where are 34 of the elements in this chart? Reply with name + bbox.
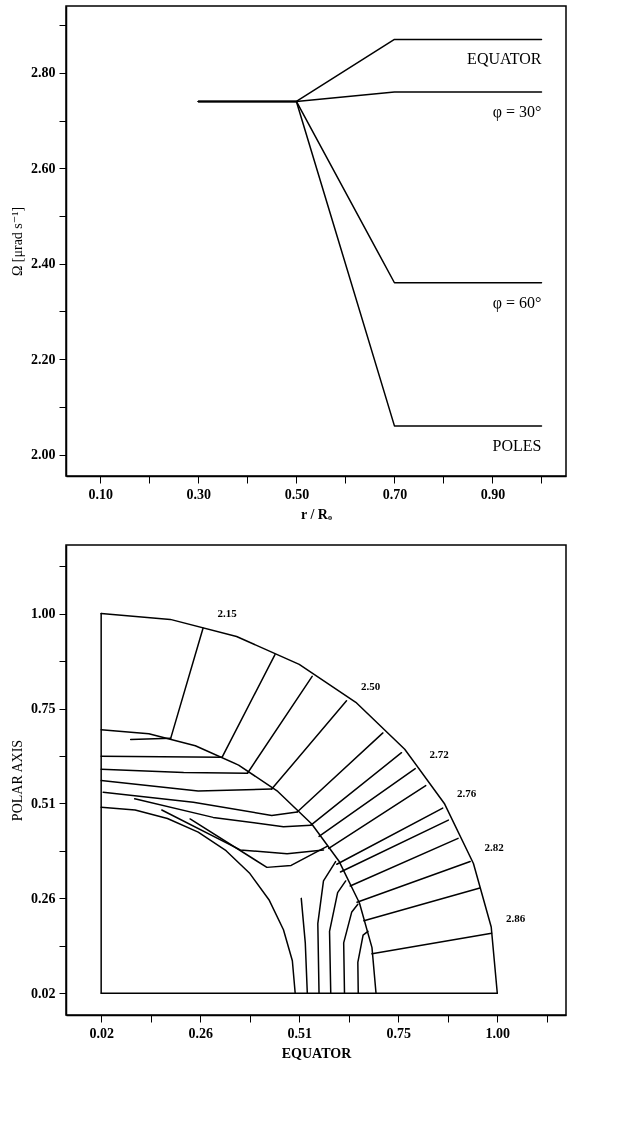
y-tick-label: 2.00 [31,447,56,463]
series-label: POLES [492,436,542,454]
x-tick-label: 0.30 [186,486,212,502]
y-tick-label: 2.60 [31,160,56,176]
series-label: φ = 60° [492,293,542,312]
y-tick-label: 0.51 [31,795,56,811]
y-tick-label: 1.00 [31,606,56,622]
series-label: EQUATOR [467,50,542,68]
x-tick-label: 0.26 [188,1025,213,1041]
annotation: 2.86 [506,912,526,925]
annotation: 2.50 [360,679,381,692]
y-tick-label: 2.40 [31,256,56,272]
y-tick-label: 0.75 [31,701,56,717]
x-tick-label: 0.75 [386,1025,412,1041]
x-tick-label: 0.02 [89,1025,114,1041]
x-tick-label: 0.90 [480,486,506,502]
x-tick-label: 0.10 [88,486,114,502]
x-tick-label: 0.70 [382,486,408,502]
x-tick-label: 0.51 [287,1025,312,1041]
x-tick-label: 0.50 [284,486,310,502]
y-tick-label: 2.80 [31,65,56,81]
annotation: 2.72 [429,747,450,760]
series-label: φ = 30° [492,102,542,121]
x-tick-label: 1.00 [485,1025,511,1041]
y-tick-label: 0.26 [31,890,56,906]
x-axis-title: EQUATOR [281,1045,353,1061]
annotation: 2.82 [484,840,505,853]
y-axis-title: Ω [μrad s⁻¹] [10,206,25,277]
y-tick-label: 0.02 [31,985,56,1001]
y-axis-title: POLAR AXIS [10,739,25,822]
x-axis-title: r / Rₒ [301,506,332,522]
annotation: 2.15 [217,607,238,620]
annotation: 2.76 [457,787,477,800]
y-tick-label: 2.20 [31,351,56,367]
